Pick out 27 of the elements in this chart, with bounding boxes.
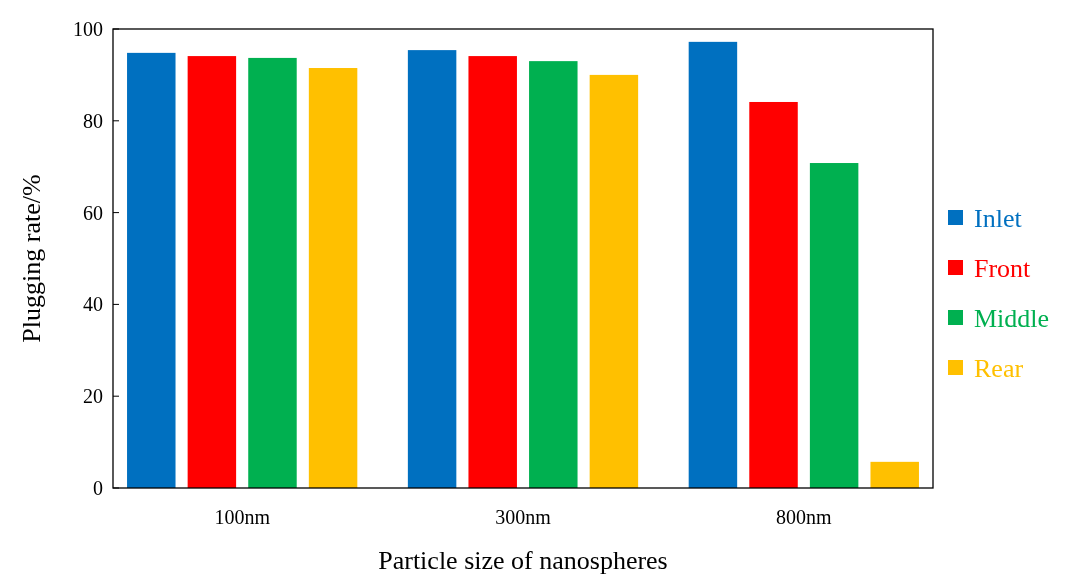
legend-label: Middle — [974, 304, 1050, 334]
y-tick-label: 60 — [83, 201, 103, 224]
legend-label: Front — [974, 254, 1032, 284]
bar — [248, 57, 297, 488]
bar — [589, 74, 639, 488]
bar — [127, 52, 176, 488]
legend-label: Inlet — [974, 204, 1023, 234]
y-tick-label: 80 — [83, 109, 103, 132]
bar — [308, 68, 358, 488]
x-tick-label: 300nm — [495, 506, 552, 528]
bar — [749, 101, 798, 488]
legend-label: Rear — [974, 354, 1024, 384]
x-axis-title: Particle size of nanospheres — [378, 546, 668, 575]
y-tick-label: 40 — [83, 293, 103, 316]
bar — [187, 56, 237, 488]
bar — [870, 461, 919, 488]
y-axis-title: Plugging rate/% — [17, 174, 46, 343]
x-tick-label: 100nm — [214, 506, 271, 528]
bar — [407, 50, 457, 488]
bar — [468, 56, 517, 488]
bar — [688, 41, 738, 488]
bar — [529, 61, 578, 488]
y-tick-label: 100 — [73, 18, 103, 40]
bar — [809, 163, 859, 488]
y-tick-label: 0 — [93, 477, 103, 499]
y-tick-label: 20 — [83, 385, 103, 408]
x-tick-label: 800nm — [776, 506, 833, 528]
